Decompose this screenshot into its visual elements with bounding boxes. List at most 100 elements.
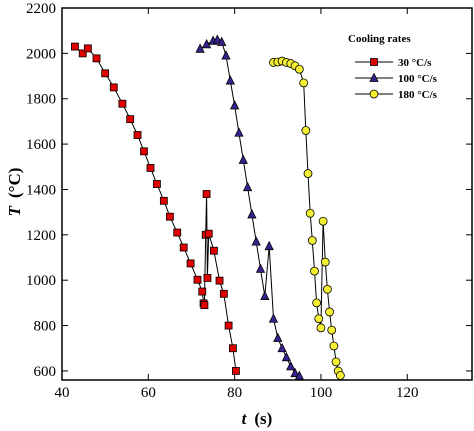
data-point (198, 287, 207, 296)
data-point (303, 169, 313, 178)
series-group (71, 34, 345, 380)
series-2 (195, 34, 305, 380)
data-point (294, 370, 305, 380)
data-point (307, 236, 317, 245)
legend-marker (370, 58, 378, 66)
data-point (325, 307, 334, 317)
series-1 (71, 42, 240, 375)
data-point (286, 360, 296, 371)
y-tick-label: 2200 (26, 1, 56, 17)
plot-frame (61, 7, 473, 381)
data-point (310, 266, 319, 276)
x-axis-unit: (s) (254, 409, 272, 428)
x-axis-symbol: t (242, 409, 248, 428)
data-point (331, 357, 341, 367)
data-point (264, 240, 274, 251)
data-point (318, 216, 328, 226)
data-point (329, 341, 339, 351)
y-axis-unit: (°C) (5, 168, 24, 198)
data-point (140, 147, 148, 156)
x-tick-label: 120 (396, 385, 419, 401)
data-point (215, 276, 224, 285)
series-line (74, 46, 237, 371)
data-point (294, 64, 304, 74)
x-axis-title: t (s) (242, 409, 273, 428)
data-point (118, 99, 127, 108)
legend-entry: 100 °C/s (355, 72, 438, 85)
series-3 (269, 56, 345, 380)
svg-text:T (°C): T (°C) (5, 168, 24, 217)
y-tick-label: 2000 (26, 46, 56, 62)
legend-title: Cooling rates (348, 33, 411, 45)
data-point (247, 209, 257, 219)
data-point (146, 164, 155, 172)
data-point (179, 243, 188, 252)
data-point (305, 208, 315, 218)
x-tick-label: 60 (141, 385, 156, 401)
svg-text:t (s): t (s) (242, 409, 273, 428)
data-point (242, 181, 253, 192)
data-point (221, 50, 231, 60)
data-point (204, 229, 213, 238)
data-point (201, 38, 212, 49)
data-point (173, 228, 182, 237)
data-point (268, 313, 279, 323)
data-point (212, 34, 223, 44)
data-point (210, 246, 218, 255)
data-point (273, 332, 283, 342)
series-line (199, 39, 300, 377)
data-point (217, 36, 227, 46)
data-point (229, 344, 237, 353)
data-point (314, 314, 324, 324)
data-point (260, 290, 270, 300)
data-point (335, 371, 345, 380)
data-point (232, 367, 240, 375)
y-axis-symbol: T (5, 205, 24, 216)
y-axis-title: T (°C) (5, 168, 24, 217)
data-point (83, 44, 92, 53)
data-point (92, 54, 101, 63)
data-point (109, 83, 118, 92)
data-point (238, 154, 248, 164)
data-point (229, 100, 240, 110)
y-tick-label: 1200 (26, 228, 56, 244)
y-tick-label: 1400 (26, 182, 56, 198)
data-point (203, 274, 212, 282)
data-point (225, 75, 235, 85)
data-point (299, 78, 309, 88)
data-point (101, 69, 110, 78)
data-point (290, 367, 300, 378)
x-tick-label: 80 (227, 385, 242, 401)
axis-ticks: 40 60 80 100 120 600 800 1000 1200 1400 1600 1800 20… (26, 1, 472, 401)
y-tick-label: 1600 (26, 137, 56, 153)
data-point (224, 321, 233, 330)
data-point (200, 301, 209, 310)
data-point (165, 212, 174, 221)
data-point (202, 190, 211, 198)
legend-label: 180 °C/s (398, 89, 438, 101)
data-point (251, 236, 261, 246)
data-point (277, 342, 287, 353)
data-point (323, 284, 332, 294)
legend-marker (369, 72, 379, 82)
data-point (301, 126, 311, 135)
y-tick-label: 1000 (26, 273, 56, 289)
data-point (126, 115, 135, 124)
legend-label: 30 °C/s (398, 57, 432, 69)
legend-entry: 30 °C/s (355, 57, 432, 69)
y-tick-label: 800 (34, 319, 57, 335)
data-point (219, 289, 228, 298)
data-point (193, 275, 202, 284)
legend-entry: 180 °C/s (355, 89, 438, 101)
legend-marker (369, 89, 379, 99)
data-point (153, 180, 161, 188)
legend: Cooling rates 30 °C/s 100 °C/s 180 °C/s (348, 33, 438, 101)
data-point (71, 42, 79, 51)
data-point (312, 298, 322, 308)
data-point (255, 263, 266, 273)
data-point (316, 323, 326, 333)
data-point (320, 257, 330, 267)
legend-items: 30 °C/s 100 °C/s 180 °C/s (355, 57, 438, 101)
legend-label: 100 °C/s (398, 73, 438, 85)
